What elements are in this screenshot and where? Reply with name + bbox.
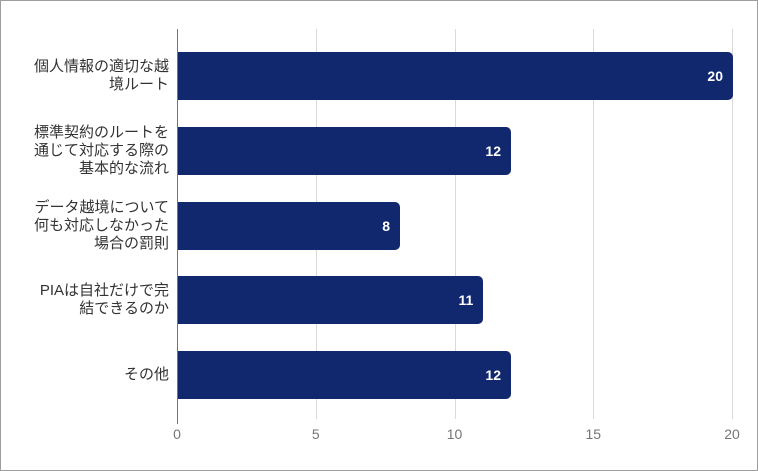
category-label: PIAは自社だけで完 結できるのか	[9, 276, 169, 324]
x-tick-label: 15	[585, 426, 602, 442]
value-label: 12	[485, 367, 501, 383]
category-label: 標準契約のルートを 通じて対応する際の 基本的な流れ	[9, 123, 169, 177]
category-label-text: その他	[123, 366, 169, 383]
category-label: 個人情報の適切な越 境ルート	[9, 52, 169, 100]
y-axis-line	[177, 29, 178, 424]
value-label: 12	[485, 142, 501, 159]
bar: 12	[178, 351, 511, 399]
value-label: 11	[458, 292, 474, 309]
gridline	[593, 29, 595, 419]
x-tick-label: 5	[311, 426, 320, 442]
category-label-text: 個人情報の適切な越 境ルート	[33, 58, 169, 93]
bar: 20	[178, 52, 733, 100]
gridline	[732, 29, 733, 419]
value-label: 8	[382, 217, 390, 234]
x-tick-label: 20	[724, 426, 740, 442]
category-label-text: 標準契約のルートを 通じて対応する際の 基本的な流れ	[33, 123, 169, 177]
category-label: データ越境について 何も対応しなかった 場合の罰則	[9, 198, 169, 252]
bar: 8	[178, 201, 400, 250]
x-tick-label: 10	[446, 426, 463, 442]
x-tick-label: 0	[173, 426, 181, 442]
value-label: 20	[707, 68, 723, 84]
category-label-text: PIAは自社だけで完 結できるのか	[39, 282, 169, 318]
category-label: その他	[9, 351, 169, 399]
gridline	[454, 29, 456, 419]
bar: 12	[178, 126, 511, 175]
bar: 11	[178, 276, 484, 325]
category-label-text: データ越境について 何も対応しなかった 場合の罰則	[33, 198, 169, 252]
